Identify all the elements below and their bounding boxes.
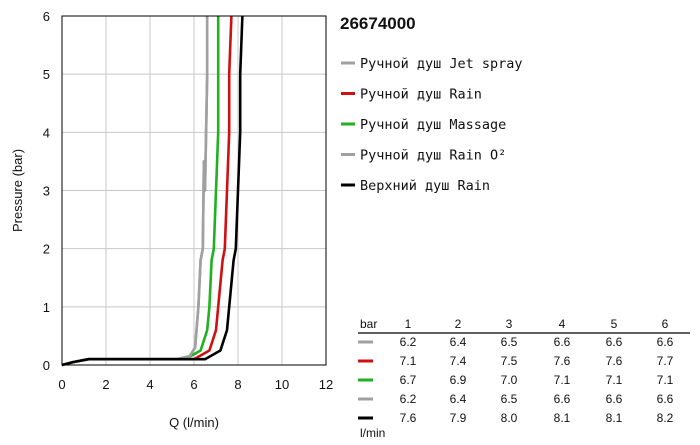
legend-label: Ручной душ Massage — [360, 117, 506, 133]
table-cell: 7.1 — [606, 373, 623, 387]
table-cell: 7.1 — [657, 373, 674, 387]
x-tick-label: 10 — [275, 377, 289, 392]
y-tick-labels: 0 1 2 3 4 5 6 — [43, 9, 50, 373]
table-cell: 8.0 — [501, 411, 518, 425]
series-line-5 — [61, 15, 244, 367]
flow-table: bar 1 2 3 4 5 6 6.2 6.4 6.5 6.6 6.6 6.6 7.1 7.4 7.5 7.6 7… — [358, 317, 690, 440]
grid-lines — [61, 15, 327, 366]
table-cell: 6.5 — [501, 392, 518, 406]
y-tick-label: 4 — [43, 125, 50, 140]
table-cell: 7.0 — [501, 373, 518, 387]
table-cell: 7.5 — [501, 354, 518, 368]
table-cell: 7.7 — [657, 354, 674, 368]
table-header-pressure: 5 — [611, 317, 618, 331]
table-cell: 8.2 — [657, 411, 674, 425]
table-unit-bar: bar — [360, 317, 377, 331]
table-cell: 6.7 — [400, 373, 417, 387]
legend-label: Верхний душ Rain — [360, 178, 490, 194]
table-cell: 6.9 — [450, 373, 467, 387]
table-cell: 6.2 — [400, 335, 417, 349]
x-tick-label: 12 — [319, 377, 333, 392]
table-cell: 7.1 — [400, 354, 417, 368]
table-cell: 6.4 — [450, 335, 467, 349]
table-cell: 6.6 — [606, 392, 623, 406]
table-cell: 7.6 — [606, 354, 623, 368]
x-tick-label: 4 — [146, 377, 153, 392]
y-tick-label: 2 — [43, 242, 50, 257]
plot-frame — [61, 15, 327, 366]
x-tick-label: 2 — [102, 377, 109, 392]
table-cell: 6.6 — [554, 392, 571, 406]
y-axis-label: Pressure (bar) — [10, 149, 25, 232]
series-layer — [61, 15, 244, 367]
table-cell: 6.4 — [450, 392, 467, 406]
table-header-pressure: 6 — [662, 317, 669, 331]
table-cell: 6.6 — [606, 335, 623, 349]
x-tick-label: 0 — [58, 377, 65, 392]
y-tick-label: 5 — [43, 67, 50, 82]
y-tick-label: 6 — [43, 9, 50, 24]
table-cell: 7.1 — [554, 373, 571, 387]
x-axis-label: Q (l/min) — [169, 415, 219, 430]
table-header-pressure: 2 — [455, 317, 462, 331]
table-cell: 7.4 — [450, 354, 467, 368]
legend: Ручной душ Jet spray Ручной душ Rain Ручно… — [341, 56, 523, 194]
legend-label: Ручной душ Rain O² — [360, 148, 506, 164]
table-cell: 6.5 — [501, 335, 518, 349]
table-cell: 8.1 — [554, 411, 571, 425]
y-tick-label: 0 — [43, 358, 50, 373]
legend-label: Ручной душ Jet spray — [360, 56, 523, 72]
x-tick-labels: 0 2 4 6 8 10 12 — [58, 377, 333, 392]
x-tick-label: 6 — [190, 377, 197, 392]
table-cell: 7.6 — [400, 411, 417, 425]
table-unit-flow: l/min — [360, 426, 385, 440]
table-cell: 6.6 — [554, 335, 571, 349]
table-cell: 6.6 — [657, 392, 674, 406]
y-tick-label: 3 — [43, 184, 50, 199]
table-cell: 7.9 — [450, 411, 467, 425]
legend-label: Ручной душ Rain — [360, 87, 482, 103]
table-header-pressure: 3 — [506, 317, 513, 331]
y-tick-label: 1 — [43, 300, 50, 315]
table-cell: 7.6 — [554, 354, 571, 368]
table-header-pressure: 1 — [405, 317, 412, 331]
table-cell: 6.2 — [400, 392, 417, 406]
table-cell: 6.6 — [657, 335, 674, 349]
x-tick-label: 8 — [234, 377, 241, 392]
product-code: 26674000 — [340, 14, 416, 33]
table-header-pressure: 4 — [559, 317, 566, 331]
table-cell: 8.1 — [606, 411, 623, 425]
